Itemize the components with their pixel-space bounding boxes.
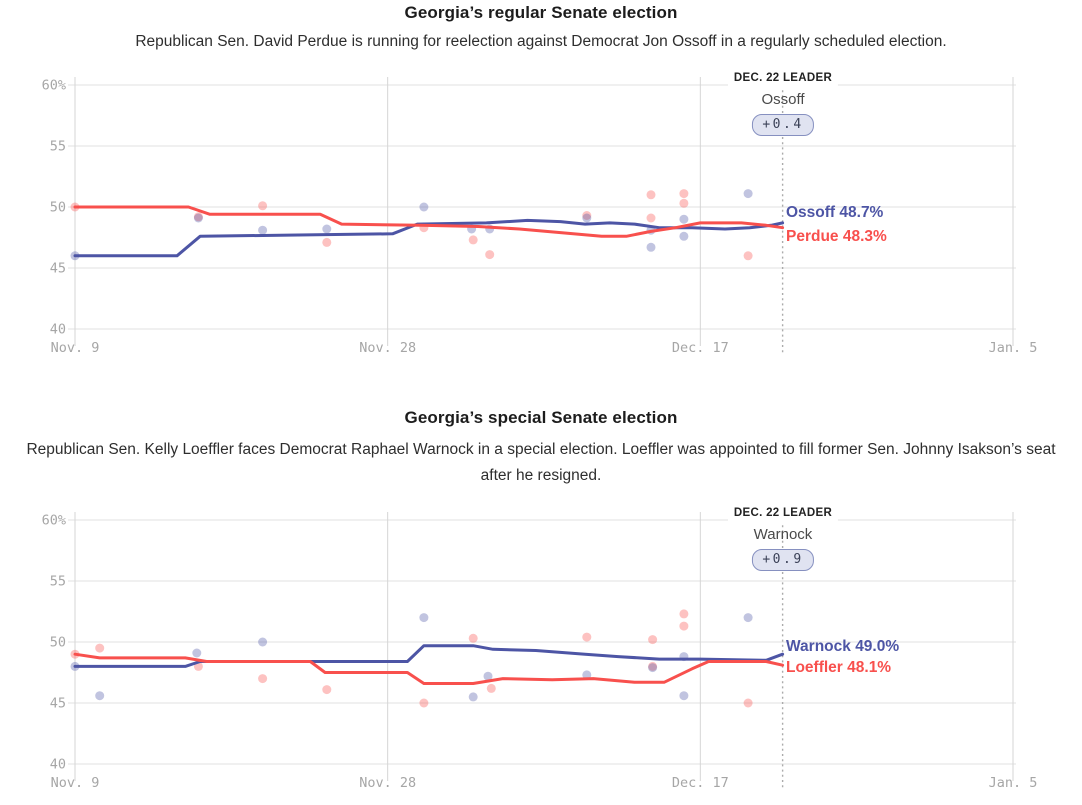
regular-line-chart: 60% 55 50 45 40 Nov. 9 Nov. 28 Dec. 17 Jan. 5 [42,77,1038,357]
svg-text:Dec. 17: Dec. 17 [672,775,729,791]
special-chart-plot-area: 60% 55 50 45 40 Nov. 9 Nov. 28 Dec. 17 Jan. 5 DE… [0,500,1082,800]
end-label-warnock: Warnock 49.0% [786,638,900,655]
svg-text:40: 40 [50,322,66,338]
svg-text:Jan. 5: Jan. 5 [989,340,1038,356]
special-chart-subtitle: Republican Sen. Kelly Loeffler faces Dem… [26,441,1056,484]
poll-dots [70,609,753,708]
svg-text:Nov. 28: Nov. 28 [359,340,416,356]
svg-text:50: 50 [50,635,66,651]
svg-text:Nov. 9: Nov. 9 [51,775,100,791]
end-label-ossoff: Ossoff 48.7% [786,204,884,221]
svg-text:55: 55 [50,139,66,155]
svg-text:50: 50 [50,200,66,216]
svg-text:Nov. 9: Nov. 9 [51,340,100,356]
svg-text:55: 55 [50,574,66,590]
leader-name: Ossoff [761,91,805,108]
axis-labels: 60% 55 50 45 40 Nov. 9 Nov. 28 Dec. 17 Jan. 5 [42,513,1038,792]
end-label-loeffler: Loeffler 48.1% [786,659,892,676]
gridlines [68,77,1016,346]
regular-chart-subtitle: Republican Sen. David Perdue is running … [135,33,947,50]
special-chart-title: Georgia’s special Senate election [404,408,678,427]
trend-lines [73,644,785,685]
svg-text:Jan. 5: Jan. 5 [989,775,1038,791]
gridlines [68,512,1016,781]
svg-text:Nov. 28: Nov. 28 [359,775,416,791]
special-line-chart: 60% 55 50 45 40 Nov. 9 Nov. 28 Dec. 17 Jan. 5 [42,512,1038,792]
axis-labels: 60% 55 50 45 40 Nov. 9 Nov. 28 Dec. 17 Jan. 5 [42,78,1038,357]
svg-text:60%: 60% [42,78,66,94]
regular-chart-title: Georgia’s regular Senate election [404,3,678,22]
svg-text:40: 40 [50,757,66,773]
svg-text:Dec. 17: Dec. 17 [672,340,729,356]
leader-heading: DEC. 22 LEADER [727,72,839,88]
regular-leader-annotation: DEC. 22 LEADER Ossoff +0.4 [727,68,839,136]
svg-text:45: 45 [50,261,66,277]
leader-heading: DEC. 22 LEADER [727,507,839,523]
trend-line-warnock [73,644,785,668]
leader-margin-pill: +0.9 [752,549,814,571]
svg-text:60%: 60% [42,513,66,529]
regular-chart-plot-area: 60% 55 50 45 40 Nov. 9 Nov. 28 Dec. 17 Jan. 5 DE… [0,65,1082,365]
trend-line-loeffler [73,652,785,685]
trend-line-perdue [73,205,785,238]
svg-text:45: 45 [50,696,66,712]
trend-lines [73,205,785,258]
end-label-perdue: Perdue 48.3% [786,228,887,245]
trend-line-ossoff [73,218,785,258]
leader-margin-pill: +0.4 [752,114,814,136]
special-leader-annotation: DEC. 22 LEADER Warnock +0.9 [727,503,839,571]
leader-name: Warnock [753,526,813,543]
